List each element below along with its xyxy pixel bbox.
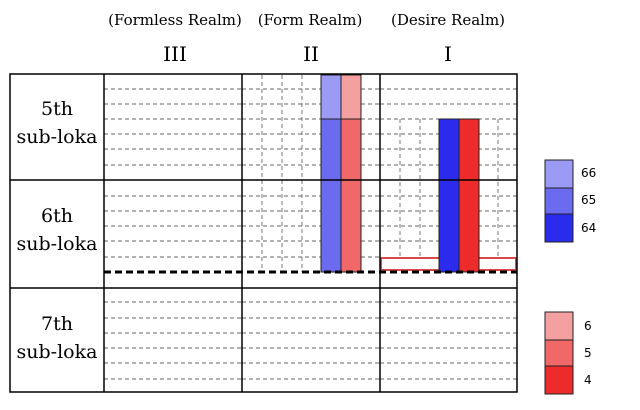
dashed-columns-form (261, 75, 303, 272)
legend-swatch-4 (544, 365, 574, 395)
desire-bar-red-4 (458, 118, 480, 273)
row-label-5th-line2: sub-loka (16, 126, 98, 148)
row-label-5th-line1: 5th (41, 98, 73, 120)
legend-red (544, 311, 574, 395)
row-label-7th-line1: 7th (41, 313, 73, 335)
legend-label-5: 5 (584, 346, 592, 360)
row-label-7th-line2: sub-loka (16, 341, 98, 363)
realm-title-form: (Form Realm) (257, 11, 363, 29)
legend-swatch-65 (544, 187, 574, 215)
legend-label-4: 4 (584, 373, 592, 387)
row-label-7th: 7th sub-loka (10, 310, 104, 366)
row-label-6th: 6th sub-loka (10, 202, 104, 258)
legend-swatch-66 (544, 159, 574, 189)
desire-bar-blue-64 (438, 118, 460, 273)
form-bar-blue-65 (320, 118, 342, 273)
desire-realm-bars (438, 118, 480, 273)
legend-label-66: 66 (581, 166, 597, 180)
row-label-6th-line2: sub-loka (16, 233, 98, 255)
form-bar-red-6 (340, 74, 362, 120)
legend-blue (544, 159, 574, 243)
row-label-5th: 5th sub-loka (10, 95, 104, 151)
dashed-rows-desire (380, 88, 517, 380)
realm-title-desire: (Desire Realm) (390, 11, 506, 29)
legend-swatch-5 (544, 339, 574, 367)
legend-swatch-64 (544, 213, 574, 243)
realm-numeral-iii: III (163, 42, 187, 66)
form-bar-red-5 (340, 118, 362, 273)
form-realm-bars (320, 74, 362, 273)
dashed-columns-desire (399, 119, 499, 258)
form-bar-blue-66 (320, 74, 342, 120)
legend-label-64: 64 (581, 221, 597, 235)
grid-frame (9, 73, 518, 393)
realm-numeral-ii: II (303, 42, 319, 66)
realm-numeral-i: I (444, 42, 452, 66)
dashed-rows-formless (104, 88, 242, 380)
realm-title-formless: (Formless Realm) (108, 11, 242, 29)
legend-label-6: 6 (584, 319, 592, 333)
legend-swatch-6 (544, 311, 574, 341)
row-label-6th-line1: 6th (41, 205, 73, 227)
legend-label-65: 65 (581, 193, 597, 207)
